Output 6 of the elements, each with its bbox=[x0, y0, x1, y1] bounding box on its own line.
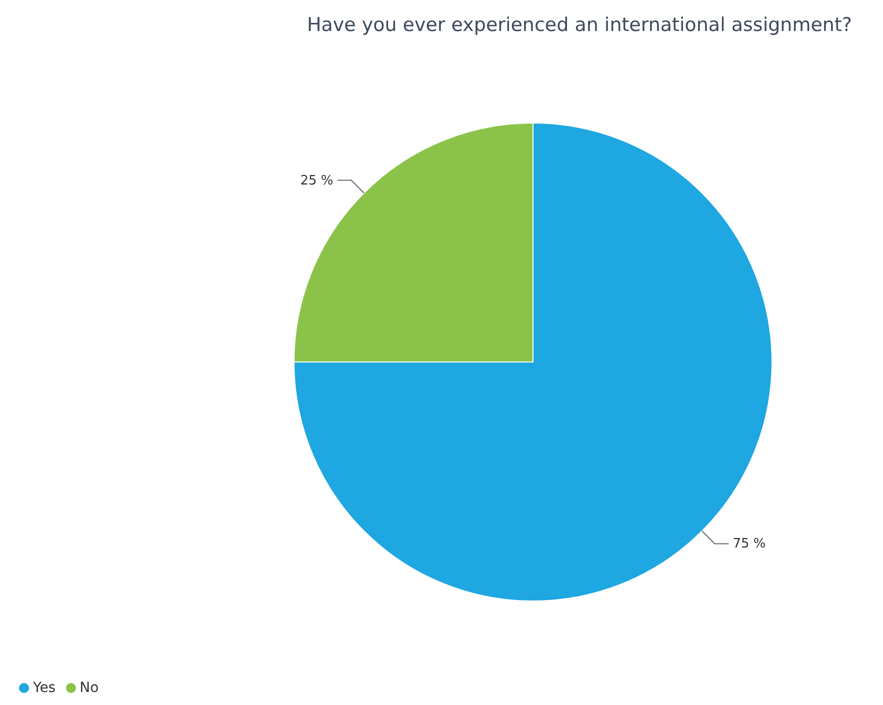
legend-label: No bbox=[80, 680, 99, 696]
chart-title: Have you ever experienced an international assignment? bbox=[306, 14, 852, 36]
data-label: 75 % bbox=[732, 536, 766, 552]
data-label: 25 % bbox=[300, 173, 334, 188]
legend-label: Yes bbox=[33, 680, 56, 696]
pie-slice bbox=[294, 122, 772, 602]
